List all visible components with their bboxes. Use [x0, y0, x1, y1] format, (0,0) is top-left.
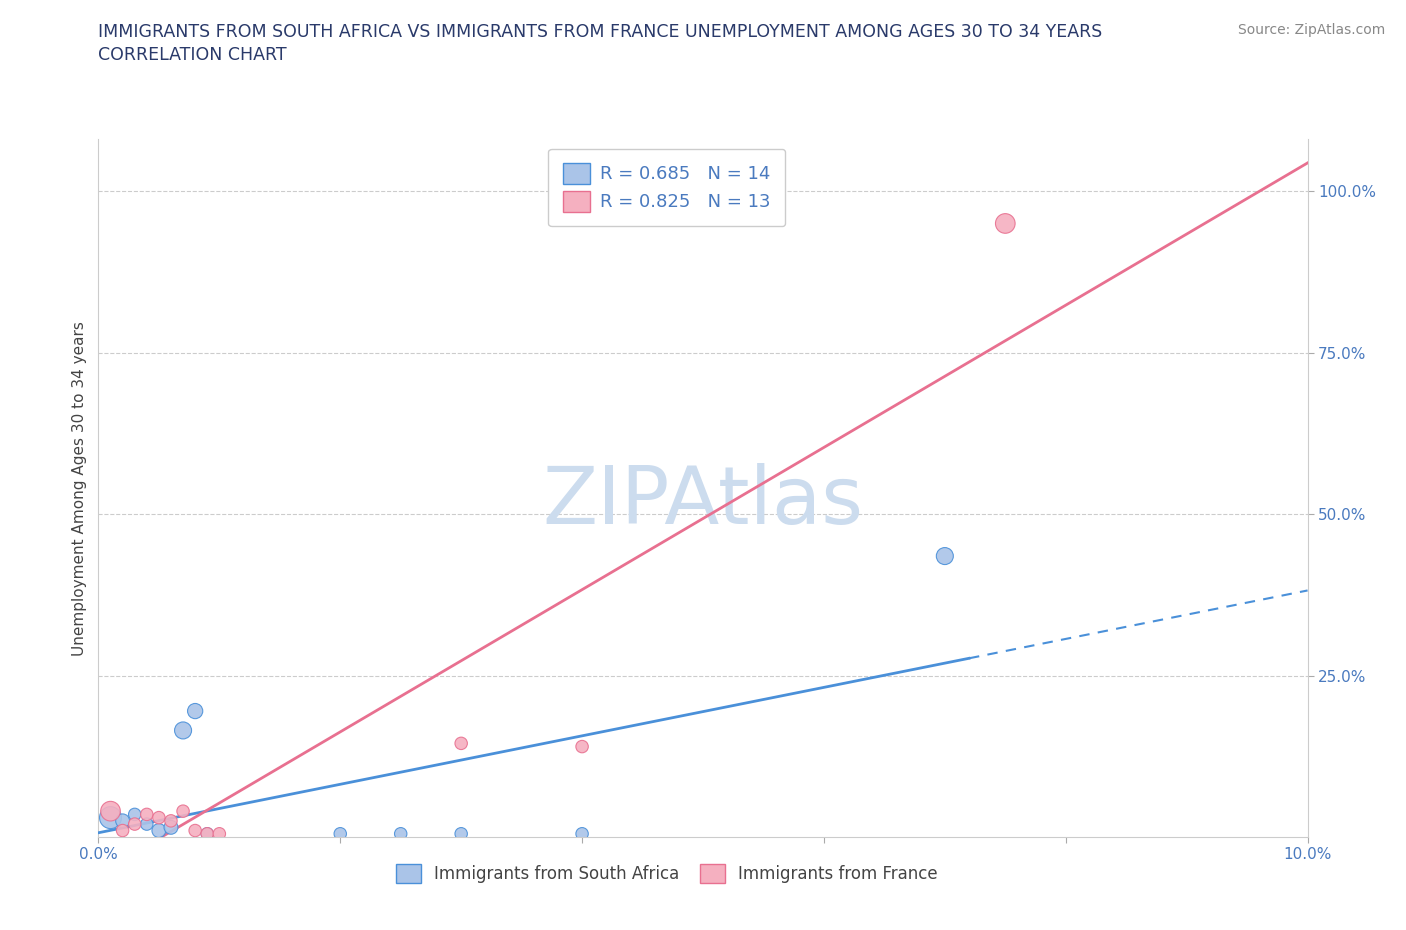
Point	[195, 827, 218, 842]
Point	[172, 804, 194, 818]
Point	[195, 827, 218, 842]
Point	[111, 823, 134, 838]
Point	[148, 823, 170, 838]
Point	[208, 827, 231, 842]
Point	[124, 807, 146, 822]
Point	[100, 810, 122, 825]
Point	[148, 810, 170, 825]
Point	[160, 814, 183, 829]
Point	[111, 814, 134, 829]
Y-axis label: Unemployment Among Ages 30 to 34 years: Unemployment Among Ages 30 to 34 years	[72, 321, 87, 656]
Text: IMMIGRANTS FROM SOUTH AFRICA VS IMMIGRANTS FROM FRANCE UNEMPLOYMENT AMONG AGES 3: IMMIGRANTS FROM SOUTH AFRICA VS IMMIGRAN…	[98, 23, 1102, 41]
Point	[329, 827, 352, 842]
Legend: Immigrants from South Africa, Immigrants from France: Immigrants from South Africa, Immigrants…	[388, 856, 946, 892]
Point	[571, 739, 593, 754]
Point	[100, 804, 122, 818]
Point	[135, 807, 157, 822]
Point	[994, 216, 1017, 231]
Point	[160, 820, 183, 835]
Text: CORRELATION CHART: CORRELATION CHART	[98, 46, 287, 64]
Point	[124, 817, 146, 831]
Point	[571, 827, 593, 842]
Point	[184, 704, 207, 719]
Point	[184, 823, 207, 838]
Point	[172, 723, 194, 737]
Point	[389, 827, 412, 842]
Point	[135, 817, 157, 831]
Text: ZIPAtlas: ZIPAtlas	[543, 463, 863, 541]
Point	[450, 827, 472, 842]
Point	[934, 549, 956, 564]
Text: Source: ZipAtlas.com: Source: ZipAtlas.com	[1237, 23, 1385, 37]
Point	[450, 736, 472, 751]
